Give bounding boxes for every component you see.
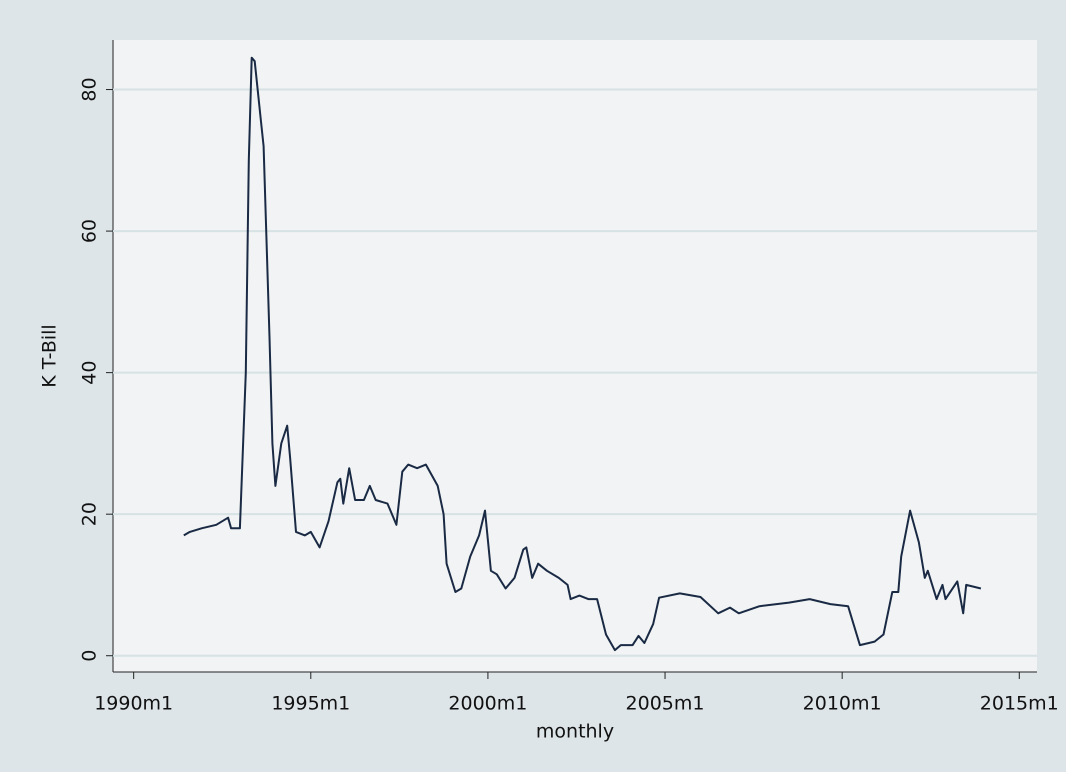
y-tick-label: 20 (79, 502, 101, 526)
x-tick-label: 2005m1 (626, 693, 705, 715)
x-tick-label: 2010m1 (803, 693, 882, 715)
x-tick-label: 1995m1 (271, 693, 350, 715)
y-tick-label: 0 (79, 650, 101, 662)
y-tick-label: 60 (79, 219, 101, 243)
y-tick-label: 80 (79, 77, 101, 101)
x-axis-title: monthly (536, 721, 614, 743)
x-tick-label: 2000m1 (448, 693, 527, 715)
plot-area (113, 40, 1037, 672)
data-line (183, 56, 982, 652)
x-tick-label: 2015m1 (980, 693, 1059, 715)
x-tick-label: 1990m1 (94, 693, 173, 715)
y-axis-title: K T-Bill (39, 324, 61, 387)
y-tick-label: 40 (79, 361, 101, 385)
